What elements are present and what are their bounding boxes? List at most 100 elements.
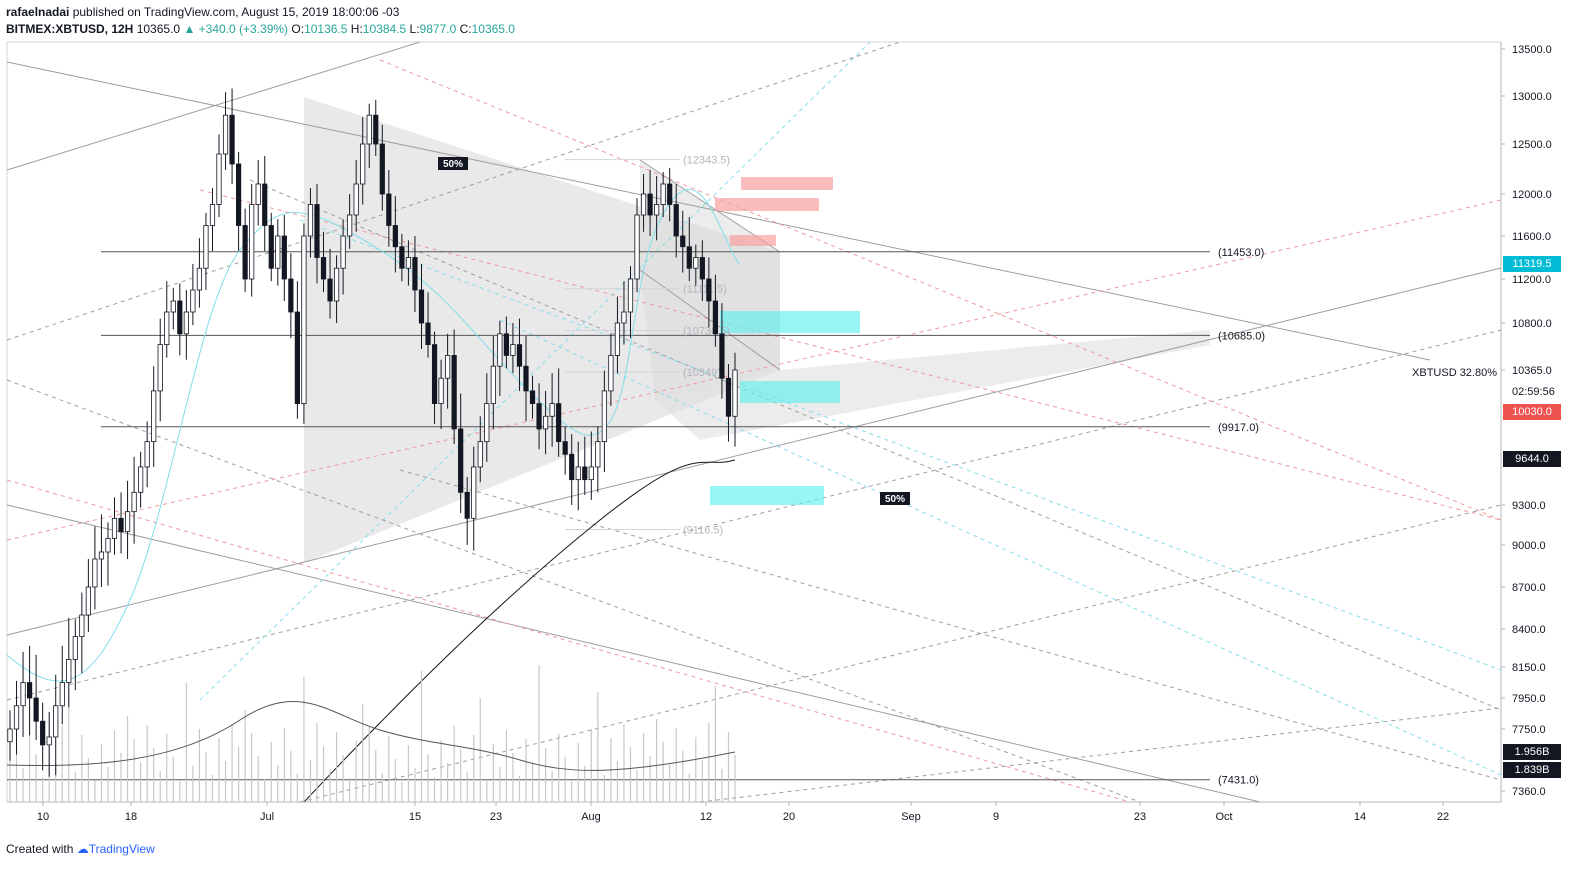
high-value: 10384.5 [362, 22, 407, 36]
candle-body [157, 344, 163, 392]
candle-body [360, 143, 366, 185]
high-label: H: [350, 22, 363, 36]
candle-body [26, 682, 33, 699]
candle-body [503, 333, 509, 356]
candle-body [242, 225, 248, 280]
candle-body [510, 344, 516, 356]
support-zone-2 [740, 381, 840, 403]
time-axis[interactable]: 10 18 Jul 15 23 Aug 12 20 Sep 9 23 Oct 14 22 [37, 802, 1449, 823]
price-axis[interactable]: 13500.0 13000.0 12500.0 12000.0 11600.0 11200… [1501, 44, 1552, 798]
candle-body [497, 333, 503, 367]
x-tick-label: 22 [1437, 811, 1449, 823]
y-tick-label: 9000.0 [1512, 540, 1546, 552]
candle-body [536, 403, 542, 430]
candle-body [40, 720, 46, 746]
candle-body [118, 517, 124, 533]
x-tick-label: 23 [1134, 811, 1146, 823]
tradingview-brand[interactable]: TradingView [88, 842, 155, 856]
countdown-label: 02:59:56 [1512, 386, 1555, 398]
volume-bars [9, 665, 736, 802]
candle-body [262, 183, 268, 226]
candle-body [46, 736, 52, 746]
candle-body [627, 278, 634, 313]
x-tick-label: 10 [37, 811, 49, 823]
candle-body [379, 143, 385, 195]
candle-body [144, 441, 150, 468]
candle-body [445, 355, 451, 379]
candle-body [314, 204, 320, 258]
wedge-shade [655, 330, 1210, 440]
author-name[interactable]: rafaelnadai [6, 5, 70, 19]
y-tick-label: 11200.0 [1512, 274, 1551, 286]
candle-body [529, 390, 536, 404]
candle-body [451, 355, 457, 430]
candle-body [418, 289, 425, 324]
svg-text:50%: 50% [443, 159, 463, 170]
candle-body [608, 355, 614, 392]
footer: Created with ☁TradingView [6, 842, 155, 856]
candle-body [373, 114, 379, 145]
ghost-label: (11111.5) [683, 284, 727, 296]
x-tick-label: 15 [409, 811, 421, 823]
x-tick-label: 12 [700, 811, 712, 823]
candle-body [7, 728, 13, 743]
candle-body [392, 225, 398, 248]
candle-body [438, 377, 444, 404]
candle-body [249, 204, 255, 280]
candle-body [542, 415, 549, 430]
y-tick-label: 13000.0 [1512, 91, 1552, 103]
publish-line: rafaelnadai published on TradingView.com… [6, 5, 399, 19]
trendline-long [6, 504, 1261, 803]
candle-body [307, 204, 314, 237]
open-value: 10136.5 [304, 22, 348, 36]
ghost-label: (9116.5) [683, 524, 723, 536]
candle-body [53, 705, 59, 738]
candle-body [105, 537, 111, 553]
candle-body [556, 403, 562, 443]
level-label: (10685.0) [1218, 330, 1265, 342]
low-value: 9877.0 [419, 22, 457, 36]
level-lines: (11453.0) (10685.0) (9917.0) (7431.0) [7, 247, 1265, 787]
tag-10030: 10030.0 [1503, 404, 1561, 420]
x-tick-label: Aug [581, 811, 601, 823]
publish-info: published on TradingView.com, August 15,… [69, 5, 400, 19]
candle-body [92, 558, 98, 588]
candle-body [588, 466, 594, 481]
trendline-left [6, 41, 421, 171]
candle-body [601, 390, 607, 443]
candle-body [386, 193, 392, 226]
candle-body [516, 344, 523, 367]
y-tick-label: 8700.0 [1512, 582, 1546, 594]
candle-body [170, 300, 176, 313]
candle-body [425, 322, 431, 346]
y-tick-label: 9300.0 [1512, 500, 1546, 512]
candle-body [59, 682, 65, 707]
candle-body [732, 369, 738, 417]
candle-body [203, 225, 209, 269]
candle-body [484, 403, 490, 443]
candle-body [595, 441, 601, 468]
tag-volume-1956: 1.956B [1503, 744, 1561, 760]
level-label: (7431.0) [1218, 775, 1259, 787]
candle-body [177, 300, 183, 335]
candle-body [673, 204, 679, 237]
last-price: 10365.0 [136, 22, 181, 36]
candle-body [209, 204, 216, 226]
candle-body [275, 235, 281, 269]
candle-body [85, 586, 91, 616]
candle-body [196, 267, 203, 291]
candle-body [98, 551, 105, 560]
candle-body [634, 214, 640, 280]
symbol-line: BITMEX:XBTUSD, 12H 10365.0 ▲ +340.0 (+3.… [6, 22, 515, 36]
price-change: ▲ +340.0 (+3.39%) [183, 22, 289, 36]
support-zone-3 [710, 486, 824, 505]
candle-body [288, 278, 294, 313]
y-tick-label: 12000.0 [1512, 189, 1552, 201]
annotation-50-1: 50% [438, 157, 468, 170]
candle-body [640, 193, 647, 216]
candle-body [647, 193, 653, 216]
candle-body [712, 300, 719, 335]
candle-body [693, 257, 699, 269]
candle-body [229, 114, 235, 165]
